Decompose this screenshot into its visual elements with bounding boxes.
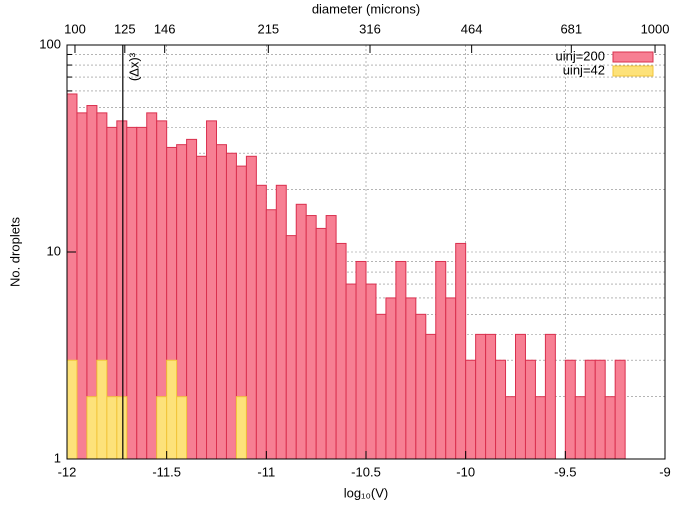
chart-title: diameter (microns) (312, 1, 420, 16)
bar (126, 126, 138, 460)
bar (355, 260, 367, 460)
bar (285, 235, 297, 460)
bar (485, 333, 497, 460)
bar (156, 396, 168, 460)
bar (235, 396, 247, 460)
bar (604, 396, 616, 460)
bar (166, 359, 178, 460)
bar (265, 209, 277, 460)
bar (475, 333, 487, 460)
bar (425, 333, 437, 460)
x2-tick-label: 125 (114, 21, 136, 36)
x2-tick-label: 464 (461, 21, 483, 36)
bar (315, 227, 327, 460)
x-tick-label: -9.5 (554, 464, 576, 479)
bar (216, 144, 227, 460)
bar (445, 297, 457, 460)
bar (76, 112, 88, 460)
x2-tick-label: 215 (257, 21, 279, 36)
legend-label: uinj=42 (563, 62, 605, 77)
legend-swatch (612, 65, 654, 77)
bar (614, 359, 626, 460)
x-tick-label: -9 (659, 464, 671, 479)
bar (295, 203, 307, 460)
x2-tick-label: 1000 (641, 21, 670, 36)
x-tick-label: -10.5 (351, 464, 381, 479)
bar (435, 260, 447, 460)
bar (106, 396, 118, 460)
bar (206, 120, 218, 460)
bar (574, 396, 586, 460)
bar (196, 155, 208, 460)
y-tick-label: 100 (39, 36, 61, 51)
bar (584, 359, 596, 460)
bar (455, 242, 467, 460)
x-tick-label: -11.5 (152, 464, 181, 479)
annotation-label: (Δx)³ (126, 52, 141, 81)
x-tick-label: -10 (456, 464, 475, 479)
bar (534, 396, 546, 460)
bar (385, 297, 397, 460)
y-tick-label: 1 (54, 450, 61, 465)
bar (186, 138, 198, 460)
bar (275, 184, 287, 460)
x2-tick-label: 316 (359, 21, 381, 36)
bar (345, 283, 357, 460)
legend-label: uinj=200 (555, 48, 605, 63)
bar (305, 215, 317, 460)
bar (86, 396, 98, 460)
x-tick-label: -11 (257, 464, 275, 479)
y-axis-label: No. droplets (7, 216, 22, 287)
bar (116, 396, 128, 460)
bar (96, 359, 108, 460)
bar (544, 333, 556, 460)
bar (335, 242, 347, 460)
bar (375, 313, 387, 460)
x-tick-label: -12 (58, 464, 77, 479)
bar (495, 359, 507, 460)
bar (176, 396, 188, 460)
bar (325, 215, 337, 460)
bar (245, 155, 257, 460)
bar (146, 112, 158, 460)
bar (66, 359, 78, 460)
bar (524, 359, 536, 460)
x2-tick-label: 100 (64, 21, 86, 36)
legend-swatch (612, 51, 654, 63)
bar (255, 184, 267, 460)
bar (136, 126, 148, 460)
bar (415, 313, 427, 460)
bar (594, 359, 606, 460)
x2-tick-label: 146 (154, 21, 176, 36)
bar (515, 333, 526, 460)
bar (405, 297, 417, 460)
bar (465, 359, 477, 460)
x2-tick-label: 681 (560, 21, 582, 36)
bar (365, 283, 377, 460)
y-tick-label: 10 (47, 243, 61, 258)
bar (564, 359, 576, 460)
bar (225, 152, 237, 460)
bar (395, 260, 407, 460)
x-axis-label: log₁₀(V) (344, 485, 388, 500)
bar (505, 396, 516, 460)
